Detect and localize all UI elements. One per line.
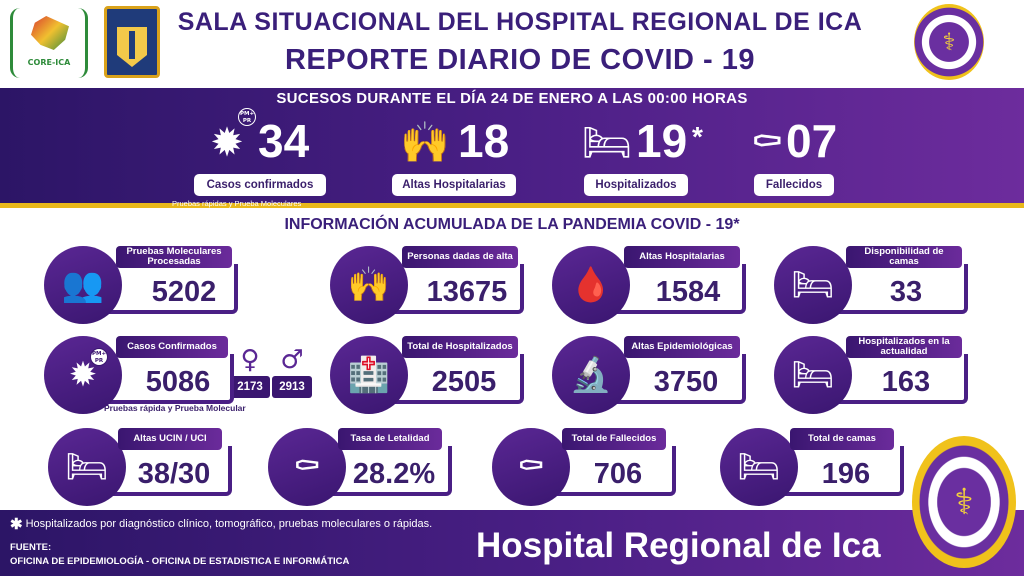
people-group-icon: 👥: [44, 246, 122, 324]
page-title: SALA SITUACIONAL DEL HOSPITAL REGIONAL D…: [177, 8, 863, 36]
card-people-discharged-value: 13675: [426, 276, 508, 308]
card-bed-availability: 🛏 Disponibilidad de camas 33: [774, 246, 974, 326]
pm-pr-badge: PM+ PR: [238, 108, 256, 126]
card-icu-discharges-label: Altas UCIN / UCI: [118, 428, 222, 450]
card-lethality-rate-label: Tasa de Letalidad: [338, 428, 442, 450]
card-total-deaths-value: 706: [593, 458, 643, 490]
male-count: ♂ 2913: [272, 346, 312, 398]
celebrating-people-icon: 🙌: [330, 246, 408, 324]
card-total-beds-value: 196: [821, 458, 871, 490]
asterisk-icon: ✱: [10, 516, 23, 533]
daily-discharges: 🙌 18 Altas Hospitalarias: [392, 110, 538, 200]
card-confirmed-cases-value: 5086: [145, 366, 211, 398]
daily-hospitalized-value: 19: [636, 115, 688, 167]
source: FUENTE: OFICINA DE EPIDEMIOLOGÍA - OFICI…: [10, 541, 349, 569]
daily-deaths-label: Fallecidos: [754, 174, 834, 196]
coffin-icon: ⚰: [268, 428, 346, 506]
source-text: OFICINA DE EPIDEMIOLOGÍA - OFICINA DE ES…: [10, 556, 350, 567]
icu-bed-icon: 🛏: [48, 428, 126, 506]
card-confirmed-cases-label: Casos Confirmados: [116, 336, 228, 358]
card-total-hospitalized-label: Total de Hospitalizados: [402, 336, 518, 358]
shield-logo: [104, 6, 160, 78]
card-hospital-discharges-label: Altas Hospitalarias: [624, 246, 740, 268]
header: CORE-ICA SALA SITUACIONAL DEL HOSPITAL R…: [0, 0, 1024, 88]
daily-discharges-label: Altas Hospitalarias: [392, 174, 516, 196]
coffin-icon: ⚰: [750, 120, 784, 166]
card-hospital-discharges-value: 1584: [655, 276, 721, 308]
celebrating-people-icon: 🙌: [400, 120, 450, 166]
footer-note-text: Hospitalizados por diagnóstico clínico, …: [25, 518, 433, 530]
card-bed-availability-label: Disponibilidad de camas: [846, 246, 962, 268]
microscope-icon: 🔬: [552, 336, 630, 414]
hospital-bed-icon: 🛏: [581, 120, 633, 166]
daily-hospitalized-label: Hospitalizados: [584, 174, 688, 196]
daily-deaths: ⚰ 07 Fallecidos: [748, 110, 868, 200]
source-label: FUENTE:: [10, 542, 52, 553]
card-total-beds-label: Total de camas: [790, 428, 894, 450]
card-confirmed-cases-note: Pruebas rápida y Prueba Molecular: [104, 403, 246, 413]
card-icu-discharges-value: 38/30: [137, 458, 211, 490]
hospital-bed-cross-icon: 🛏: [774, 336, 852, 414]
daily-deaths-value: 07: [786, 115, 838, 167]
card-current-hospitalized-value: 163: [881, 366, 931, 398]
female-icon: ♀: [240, 345, 260, 375]
card-molecular-tests: 👥 Pruebas Moleculares Procesadas 5202: [44, 246, 244, 326]
card-total-deaths: ⚰ Total de Fallecidos 706: [492, 428, 682, 508]
male-count-value: 2913: [272, 376, 312, 398]
daily-confirmed: ✹ PM+ PR 34 Casos confirmados Pruebas rá…: [172, 108, 350, 208]
card-molecular-tests-label: Pruebas Moleculares Procesadas: [116, 246, 232, 268]
female-count: ♀ 2173: [230, 346, 270, 398]
card-hospital-discharges: 🩸 Altas Hospitalarias 1584: [552, 246, 752, 326]
pm-pr-badge: PM+ PR: [90, 348, 108, 366]
virus-icon: ✹: [44, 336, 122, 414]
hospital-building-icon: 🏥: [330, 336, 408, 414]
card-lethality-rate: ⚰ Tasa de Letalidad 28.2%: [268, 428, 458, 508]
card-total-hospitalized-value: 2505: [431, 366, 497, 398]
core-ica-logo-text: CORE-ICA: [27, 58, 71, 67]
daily-hospitalized-asterisk: *: [692, 121, 703, 152]
card-epidemiological-discharges: 🔬 Altas Epidemiológicas 3750: [552, 336, 752, 416]
card-epidemiological-discharges-label: Altas Epidemiológicas: [624, 336, 740, 358]
female-count-value: 2173: [230, 376, 270, 398]
card-total-hospitalized: 🏥 Total de Hospitalizados 2505: [330, 336, 530, 416]
card-icu-discharges: 🛏 Altas UCIN / UCI 38/30: [48, 428, 238, 508]
footer-note: ✱ Hospitalizados por diagnóstico clínico,…: [10, 515, 432, 533]
daily-title: SUCESOS DURANTE EL DÍA 24 DE ENERO A LAS…: [276, 90, 748, 107]
card-total-deaths-label: Total de Fallecidos: [562, 428, 666, 450]
peru-map-icon: [31, 16, 69, 50]
gold-divider: [0, 203, 1024, 208]
virus-icon: ✹: [210, 120, 244, 166]
hospital-seal-logo-large: [912, 436, 1016, 568]
iv-drip-icon: 🩸: [552, 246, 630, 324]
daily-confirmed-label: Casos confirmados: [194, 174, 326, 196]
daily-hospitalized: 🛏 19 * Hospitalizados: [580, 110, 720, 200]
daily-confirmed-value: 34: [258, 115, 310, 167]
card-molecular-tests-value: 5202: [151, 276, 217, 308]
card-lethality-rate-value: 28.2%: [352, 458, 436, 490]
page-subtitle: REPORTE DIARIO DE COVID - 19: [284, 44, 755, 76]
daily-discharges-value: 18: [458, 115, 510, 167]
card-epidemiological-discharges-value: 3750: [653, 366, 719, 398]
hospital-seal-logo: [914, 4, 984, 80]
card-total-beds: 🛏 Total de camas 196: [720, 428, 910, 508]
hospital-bed-cross-icon: 🛏: [774, 246, 852, 324]
bed-icon: 🛏: [720, 428, 798, 506]
hospital-name: Hospital Regional de Ica: [476, 526, 881, 565]
coffin-icon: ⚰: [492, 428, 570, 506]
card-confirmed-cases: ✹ PM+ PR Casos Confirmados 5086: [44, 336, 240, 416]
daily-confirmed-note: Pruebas rápidas y Prueba Moleculares: [172, 199, 302, 208]
card-people-discharged: 🙌 Personas dadas de alta 13675: [330, 246, 530, 326]
card-people-discharged-label: Personas dadas de alta: [402, 246, 518, 268]
card-bed-availability-value: 33: [889, 276, 923, 308]
footer: [0, 510, 1024, 576]
card-current-hospitalized-label: Hospitalizados en la actualidad: [846, 336, 962, 358]
card-current-hospitalized: 🛏 Hospitalizados en la actualidad 163: [774, 336, 974, 416]
accumulated-title: INFORMACIÓN ACUMULADA DE LA PANDEMIA COV…: [284, 216, 740, 233]
male-icon: ♂: [280, 345, 304, 375]
core-ica-logo: CORE-ICA: [10, 8, 88, 78]
